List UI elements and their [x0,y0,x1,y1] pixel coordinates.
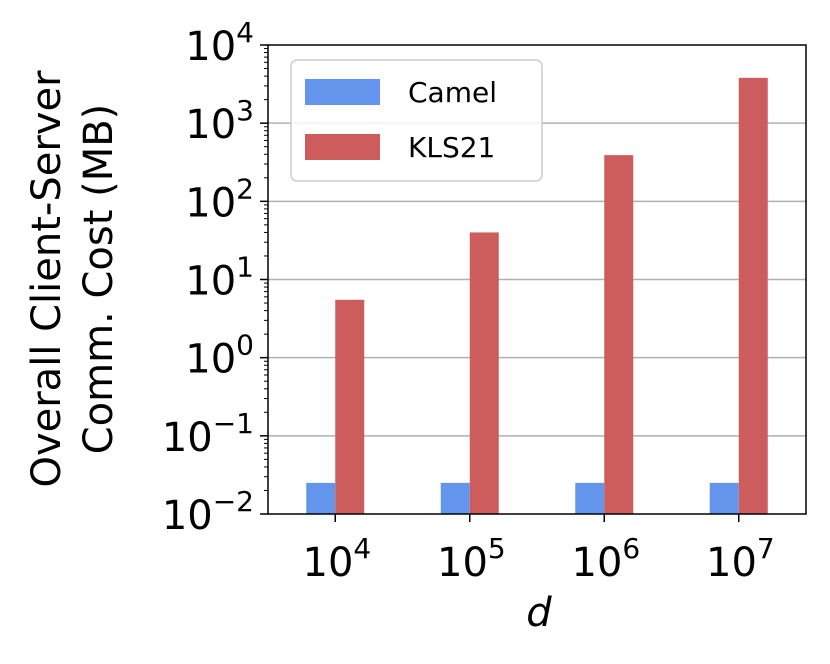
x-tick-label-base: 10 [437,540,488,586]
bar-camel-3 [709,482,739,514]
x-tick-label-base: 10 [303,540,354,586]
y-axis-label-line1: Overall Client-Server [24,70,70,488]
y-tick-label-base: 10 [185,102,236,148]
legend-label-kls21: KLS21 [408,131,495,164]
y-tick-label: 102 [185,172,254,226]
y-tick-label-base: 10 [162,415,213,461]
x-tick-label: 107 [706,532,775,586]
bars [306,77,768,515]
x-tick-label-exponent: 5 [488,532,506,565]
x-tick-label-exponent: 4 [353,532,371,565]
bar-camel-2 [575,482,605,514]
x-tick-label-base: 10 [572,540,623,586]
y-tick-label: 100 [185,329,254,383]
bar-kls21-0 [335,299,365,514]
y-tick-label-base: 10 [185,180,236,226]
y-tick-label-exponent: 4 [236,16,254,49]
y-tick-label-exponent: 1 [236,251,254,284]
bar-camel-1 [440,482,470,514]
y-tick-label: 104 [185,16,254,70]
x-tick-label: 106 [572,532,641,586]
y-tick-label-exponent: 0 [236,329,254,362]
y-tick-label: 103 [185,94,254,148]
x-tick-label-base: 10 [706,540,757,586]
y-tick-label: 10−1 [162,407,254,461]
y-tick-label-base: 10 [185,337,236,383]
y-tick-label-base: 10 [185,259,236,305]
x-tick-label-exponent: 7 [757,532,775,565]
y-tick-label: 10−2 [162,485,254,539]
bar-kls21-1 [469,232,499,515]
legend-swatch-kls21 [305,134,380,160]
y-tick-label-exponent: −2 [213,485,254,518]
bar-kls21-2 [604,155,634,515]
y-tick-label-base: 10 [162,493,213,539]
bar-camel-0 [306,482,336,514]
x-tick-label: 105 [437,532,506,586]
y-tick-label-exponent: 2 [236,172,254,205]
legend-swatch-camel [305,79,380,105]
y-tick-label-base: 10 [185,24,236,70]
bar-kls21-3 [738,77,768,514]
y-axis-label: Overall Client-Server Comm. Cost (MB) [24,70,122,488]
x-axis-label: d [526,590,552,636]
y-axis-label-line2: Comm. Cost (MB) [76,104,122,455]
legend-label-camel: Camel [408,76,497,109]
y-tick-label: 101 [185,251,254,305]
legend: Camel KLS21 [290,59,543,182]
x-tick-label: 104 [303,532,372,586]
y-tick-label-exponent: −1 [213,407,254,440]
x-axis-ticks: 104 105 106 107 [303,514,775,586]
x-tick-label-exponent: 6 [622,532,640,565]
y-tick-label-exponent: 3 [236,94,254,127]
